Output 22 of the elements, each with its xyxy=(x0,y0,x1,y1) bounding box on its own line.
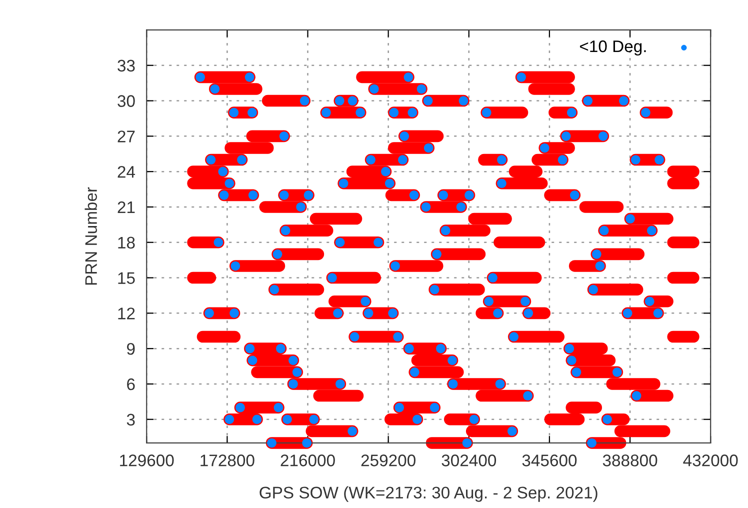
y-tick-label: 12 xyxy=(118,308,135,320)
y-tick-label: 18 xyxy=(118,236,135,249)
y-axis-title: PRN Number xyxy=(84,187,97,285)
x-axis-title: GPS SOW (WK=2173: 30 Aug. - 2 Sep. 2021) xyxy=(260,486,598,502)
y-tick-label: 30 xyxy=(118,95,135,107)
x-tick-label: 216000 xyxy=(280,454,335,466)
legend-label: <10 Deg. xyxy=(580,40,646,56)
y-tick-label: 27 xyxy=(118,130,135,142)
x-tick-label: 129600 xyxy=(120,454,174,466)
y-tick-label: 21 xyxy=(118,201,135,214)
x-tick-label: 172800 xyxy=(200,454,254,466)
y-tick-label: 6 xyxy=(127,378,135,390)
x-tick-label: 432000 xyxy=(683,454,738,466)
x-tick-label: 388800 xyxy=(602,454,658,466)
y-tick-label: 33 xyxy=(118,60,135,72)
y-tick-label: 9 xyxy=(127,342,135,355)
x-tick-label: 345600 xyxy=(522,454,577,466)
x-tick-label: 302400 xyxy=(442,454,496,466)
y-tick-label: 3 xyxy=(126,414,135,426)
x-tick-label: 259200 xyxy=(361,454,416,466)
y-tick-label: 15 xyxy=(118,272,135,284)
y-tick-label: 24 xyxy=(118,166,136,178)
